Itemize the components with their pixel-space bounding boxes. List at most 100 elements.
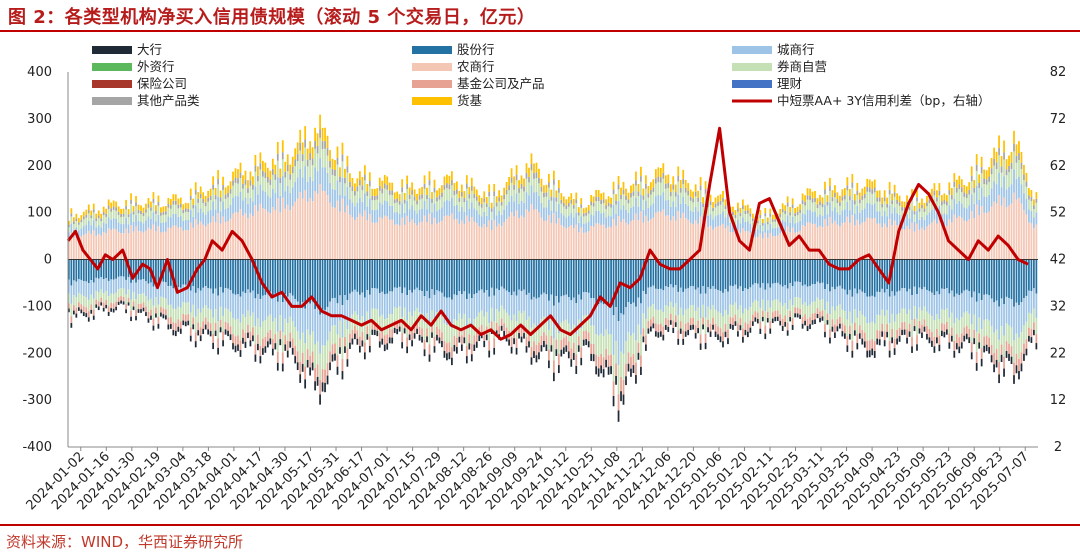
bar-segment bbox=[712, 286, 714, 306]
bar-segment bbox=[68, 220, 70, 225]
bar-segment bbox=[363, 210, 366, 260]
bar-segment bbox=[137, 303, 140, 310]
bar-segment bbox=[834, 259, 836, 290]
bar-segment bbox=[505, 181, 508, 190]
bar-segment bbox=[456, 204, 458, 219]
bar-segment bbox=[485, 334, 488, 341]
bar-segment bbox=[856, 190, 859, 196]
bar-segment bbox=[682, 212, 685, 260]
bar-segment bbox=[468, 334, 471, 344]
bar-segment bbox=[1013, 306, 1015, 341]
bar-segment bbox=[274, 210, 277, 260]
bar-segment bbox=[289, 316, 292, 333]
bar-segment bbox=[264, 178, 267, 192]
bar-segment bbox=[553, 197, 555, 214]
bar-segment bbox=[794, 232, 796, 260]
bar-segment bbox=[421, 221, 423, 260]
bar-segment bbox=[172, 308, 175, 323]
bar-segment bbox=[567, 226, 570, 260]
bar-segment bbox=[960, 259, 963, 294]
bar-segment bbox=[779, 233, 782, 260]
bar-segment bbox=[886, 203, 889, 208]
bar-segment bbox=[219, 306, 222, 320]
bar-segment bbox=[794, 208, 796, 214]
bar-segment bbox=[510, 337, 513, 347]
bar-segment bbox=[411, 190, 413, 195]
bar-segment bbox=[722, 211, 724, 224]
bar-segment bbox=[814, 211, 816, 224]
bar-segment bbox=[652, 323, 655, 329]
bar-segment bbox=[286, 323, 289, 341]
bar-segment bbox=[130, 310, 132, 317]
bar-segment bbox=[199, 327, 202, 336]
bar-segment bbox=[620, 377, 622, 392]
bar-segment bbox=[545, 335, 548, 345]
bar-segment bbox=[100, 235, 103, 260]
bar-segment bbox=[234, 168, 237, 178]
bar-segment bbox=[515, 210, 518, 260]
bar-segment bbox=[659, 259, 662, 289]
bar-segment bbox=[744, 214, 747, 222]
bar-segment bbox=[607, 202, 610, 207]
bar-segment bbox=[1000, 298, 1003, 327]
bar-segment bbox=[107, 311, 110, 316]
bar-segment bbox=[816, 208, 819, 217]
bar-segment bbox=[388, 337, 391, 344]
bar-segment bbox=[640, 211, 642, 260]
bar-segment bbox=[645, 318, 647, 336]
bar-segment bbox=[538, 168, 540, 178]
bar-segment bbox=[508, 190, 510, 202]
bar-segment bbox=[841, 259, 844, 289]
bar-segment bbox=[1005, 189, 1008, 208]
bar-segment bbox=[938, 183, 941, 191]
bar-segment bbox=[423, 349, 426, 357]
bar-segment bbox=[281, 152, 284, 160]
bar-segment bbox=[801, 193, 804, 201]
bar-segment bbox=[883, 197, 886, 202]
bar-segment bbox=[886, 310, 889, 325]
bar-segment bbox=[456, 193, 458, 205]
bar-segment bbox=[480, 207, 483, 217]
bar-segment bbox=[426, 328, 428, 337]
bar-segment bbox=[908, 210, 911, 219]
bar-segment bbox=[125, 217, 127, 229]
bar-segment bbox=[85, 259, 88, 282]
bar-segment bbox=[279, 195, 282, 213]
bar-segment bbox=[82, 306, 85, 313]
bar-segment bbox=[271, 158, 274, 169]
bar-segment bbox=[418, 209, 421, 223]
bar-segment bbox=[386, 184, 389, 190]
bar-segment bbox=[349, 333, 351, 343]
bar-segment bbox=[941, 205, 943, 215]
bar-segment bbox=[958, 200, 961, 216]
bar-segment bbox=[132, 211, 135, 215]
bar-segment bbox=[446, 183, 448, 189]
bar-segment bbox=[80, 279, 83, 295]
bar-segment bbox=[714, 259, 717, 289]
bar-segment bbox=[739, 232, 742, 260]
bar-segment bbox=[490, 202, 493, 209]
bar-segment bbox=[943, 259, 946, 290]
bar-segment bbox=[373, 288, 376, 309]
bar-segment bbox=[321, 345, 324, 370]
bar-segment bbox=[125, 228, 127, 260]
bar-segment bbox=[373, 259, 376, 289]
bar-segment bbox=[368, 294, 371, 320]
bar-segment bbox=[92, 209, 95, 213]
bar-segment bbox=[868, 203, 871, 218]
bar-segment bbox=[281, 259, 284, 303]
bar-segment bbox=[858, 289, 861, 312]
bar-segment bbox=[709, 205, 712, 215]
bar-segment bbox=[861, 330, 864, 339]
bar-segment bbox=[513, 329, 515, 339]
bar-segment bbox=[289, 210, 292, 260]
bar-segment bbox=[557, 192, 560, 204]
bar-segment bbox=[848, 196, 851, 201]
bar-segment bbox=[863, 221, 866, 260]
bar-segment bbox=[973, 203, 976, 219]
bar-segment bbox=[567, 206, 570, 216]
bar-segment bbox=[687, 195, 690, 207]
bar-segment bbox=[719, 204, 722, 214]
bar-segment bbox=[650, 194, 652, 206]
